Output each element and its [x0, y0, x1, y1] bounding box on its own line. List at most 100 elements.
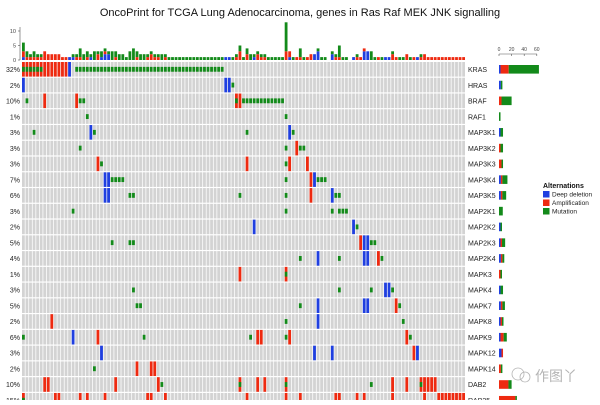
gene-bar-mut	[500, 128, 504, 137]
cell	[430, 203, 434, 219]
sample-bar-mut	[32, 51, 36, 58]
cell	[153, 172, 157, 187]
cell	[117, 156, 121, 172]
cell	[412, 219, 416, 235]
cell	[345, 62, 348, 77]
cell	[423, 282, 426, 298]
amplification-mark	[298, 392, 302, 405]
cell	[373, 172, 377, 187]
cell	[139, 345, 142, 361]
cell	[274, 156, 277, 172]
cell	[348, 282, 352, 298]
cell	[398, 266, 402, 282]
cell	[128, 266, 132, 282]
cell	[398, 235, 402, 250]
cell	[181, 77, 185, 93]
cell	[217, 329, 221, 345]
cell	[398, 345, 402, 361]
cell	[75, 251, 79, 266]
cell	[235, 392, 238, 405]
sample-bar-amp	[295, 57, 299, 60]
mutation-mark	[337, 192, 341, 198]
cell	[405, 203, 409, 219]
sample-bar-amp	[114, 57, 118, 60]
cell	[348, 219, 352, 235]
cell	[284, 282, 288, 298]
cell	[377, 266, 380, 282]
cell	[142, 282, 146, 298]
cell	[71, 219, 75, 235]
cell	[323, 109, 327, 124]
cell	[192, 361, 196, 377]
cell	[146, 109, 150, 124]
cell	[32, 77, 36, 93]
gene-label: MAP3K4	[468, 177, 496, 184]
cell	[61, 172, 64, 187]
cell	[430, 125, 434, 140]
cell	[103, 203, 107, 219]
deep-deletion-mark	[313, 172, 316, 187]
row-percent: 2%	[10, 319, 20, 326]
cell	[448, 219, 451, 235]
mutation-mark	[22, 334, 25, 340]
cell	[377, 377, 380, 392]
gene-bar-del	[499, 128, 501, 137]
cell	[32, 188, 36, 203]
cell	[50, 77, 54, 93]
cell	[64, 188, 68, 203]
cell	[426, 298, 430, 313]
cell	[359, 298, 363, 313]
cell	[337, 377, 341, 392]
cell	[32, 140, 36, 156]
cell	[252, 125, 256, 140]
cell	[252, 203, 256, 219]
gene-bar-del	[499, 222, 501, 232]
cell	[320, 62, 323, 77]
cell	[195, 329, 199, 345]
cell	[231, 282, 235, 298]
cell	[142, 377, 146, 392]
cell	[426, 361, 430, 377]
cell	[128, 314, 132, 329]
cell	[188, 140, 192, 156]
cell	[394, 156, 398, 172]
cell	[440, 156, 444, 172]
cell	[359, 125, 363, 140]
sample-bar-mut	[153, 54, 157, 58]
cell	[68, 219, 71, 235]
cell	[369, 125, 373, 140]
cell	[174, 156, 178, 172]
cell	[64, 156, 68, 172]
cell	[195, 219, 199, 235]
cell	[362, 140, 366, 156]
cell	[302, 125, 306, 140]
cell	[217, 109, 221, 124]
cell	[135, 266, 139, 282]
cell	[124, 125, 128, 140]
cell	[139, 329, 142, 345]
gene-bar-del	[499, 191, 501, 200]
cell	[32, 361, 36, 377]
cell	[440, 235, 444, 250]
amplification-mark	[75, 93, 79, 109]
deep-deletion-mark	[103, 172, 107, 187]
cell	[43, 282, 47, 298]
cell	[64, 392, 68, 405]
cell	[164, 298, 167, 313]
cell	[284, 77, 288, 93]
cell	[440, 125, 444, 140]
cell	[369, 172, 373, 187]
cell	[124, 140, 128, 156]
mutation-mark	[82, 98, 86, 104]
cell	[405, 361, 409, 377]
cell	[334, 172, 338, 187]
cell	[419, 172, 423, 187]
cell	[68, 203, 71, 219]
cell	[57, 203, 61, 219]
amplification-mark	[306, 156, 309, 172]
cell	[327, 251, 331, 266]
cell	[401, 109, 405, 124]
cell	[124, 377, 128, 392]
sample-bar-amp	[153, 57, 157, 60]
cell	[341, 156, 345, 172]
